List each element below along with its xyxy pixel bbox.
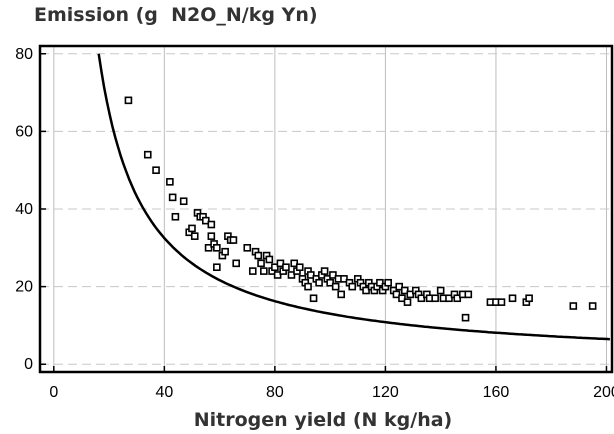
data-point <box>400 286 409 295</box>
data-point <box>287 271 296 279</box>
data-point <box>204 244 213 252</box>
fit-curve <box>97 53 610 341</box>
data-point <box>260 267 268 275</box>
data-point <box>143 150 152 159</box>
y-tick-label: 0 <box>24 356 33 373</box>
y-tick-label: 80 <box>15 46 33 63</box>
data-point <box>207 220 216 229</box>
data-point <box>525 294 533 303</box>
data-point <box>221 247 229 256</box>
x-tick-label: 160 <box>483 384 510 401</box>
data-point <box>265 255 274 264</box>
data-point <box>588 302 597 310</box>
data-point <box>384 278 392 287</box>
data-point <box>436 286 445 295</box>
y-tick-label: 20 <box>15 279 33 296</box>
data-point <box>243 244 252 252</box>
data-point <box>461 313 470 322</box>
data-point <box>179 197 188 206</box>
data-points <box>124 96 597 322</box>
data-point <box>376 278 384 287</box>
data-point <box>232 259 240 268</box>
x-tick-label: 120 <box>372 384 399 401</box>
data-point <box>340 275 348 283</box>
data-point <box>453 294 462 303</box>
data-point <box>392 290 401 299</box>
data-point <box>207 232 216 240</box>
data-point <box>295 263 304 272</box>
data-point <box>309 294 318 303</box>
data-point <box>254 251 263 260</box>
data-point <box>188 224 196 233</box>
data-point <box>282 263 290 272</box>
data-point <box>290 259 299 268</box>
axis-ticks: 0 40 80 120 160 200 0 20 40 60 80 <box>15 46 614 401</box>
data-point <box>348 282 357 291</box>
data-point <box>406 290 415 299</box>
data-point <box>331 282 340 291</box>
data-point <box>271 263 279 272</box>
data-point <box>166 178 174 186</box>
y-tick-label: 40 <box>15 201 33 218</box>
data-point <box>315 278 323 287</box>
data-point <box>569 302 578 310</box>
x-tick-label: 0 <box>49 384 58 401</box>
data-point <box>201 216 210 225</box>
data-point <box>152 166 160 174</box>
y-tick-label: 60 <box>15 123 33 140</box>
data-point <box>307 271 315 279</box>
data-point <box>257 259 265 268</box>
data-point <box>398 294 406 303</box>
x-tick-label: 200 <box>593 384 614 401</box>
data-point <box>445 294 453 303</box>
data-point <box>171 212 180 221</box>
x-tick-label: 40 <box>155 384 173 401</box>
data-point <box>326 278 334 287</box>
data-point <box>276 259 285 268</box>
data-point <box>304 282 312 291</box>
data-point <box>320 267 329 275</box>
x-axis-title: Nitrogen yield (N kg/ha) <box>194 409 452 431</box>
data-point <box>497 298 506 306</box>
data-point <box>464 290 473 299</box>
data-point <box>213 244 221 252</box>
data-point <box>124 96 133 105</box>
data-point <box>229 236 238 244</box>
data-point <box>431 294 439 303</box>
data-point <box>168 193 177 202</box>
data-point <box>403 298 412 306</box>
data-point <box>362 286 370 295</box>
data-point <box>337 290 345 299</box>
chart-title: Emission (g N2O_N/kg Yn) <box>34 4 318 26</box>
data-point <box>213 263 221 272</box>
x-tick-label: 80 <box>266 384 284 401</box>
data-point <box>190 232 199 240</box>
data-point <box>329 271 337 279</box>
data-point <box>273 271 282 279</box>
fit-curve-group <box>97 53 610 341</box>
data-point <box>248 267 257 275</box>
data-point <box>508 294 517 303</box>
grid-lines <box>40 46 612 372</box>
data-point <box>395 282 404 291</box>
data-point <box>417 294 426 303</box>
